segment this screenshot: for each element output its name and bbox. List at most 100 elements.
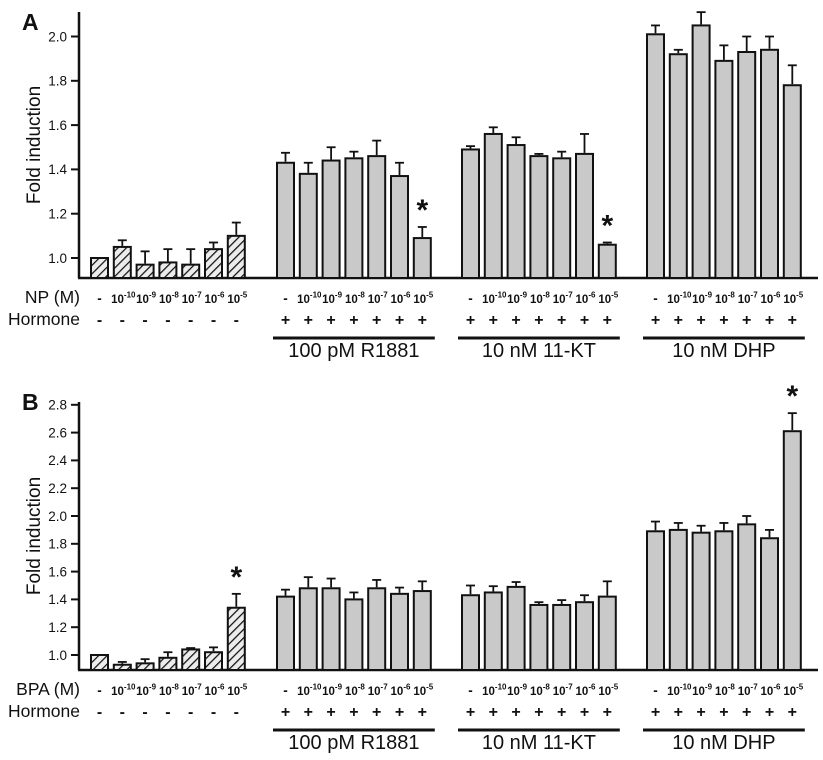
dose-label: - xyxy=(283,291,288,306)
hormone-sign: + xyxy=(719,704,728,721)
bar xyxy=(298,172,318,279)
bar xyxy=(714,530,734,671)
bar xyxy=(737,51,757,279)
bar xyxy=(483,591,503,671)
bar xyxy=(737,523,757,671)
dose-label: 10-7 xyxy=(738,683,758,699)
bar xyxy=(552,603,572,672)
hormone-sign: - xyxy=(142,704,147,721)
dose-label: 10-9 xyxy=(692,291,712,307)
dose-label: 10-10 xyxy=(667,291,692,307)
dose-label: - xyxy=(468,683,473,698)
bar xyxy=(597,243,617,280)
bar xyxy=(782,430,802,671)
hormone-sign: - xyxy=(142,312,147,329)
dose-label: 10-10 xyxy=(297,291,322,307)
hormone-sign: + xyxy=(742,704,751,721)
hormone-sign: + xyxy=(742,312,751,329)
y-tick-label: 1.6 xyxy=(48,564,67,579)
bar xyxy=(782,84,802,280)
hormone-sign: + xyxy=(466,704,475,721)
bar xyxy=(390,592,409,671)
bar xyxy=(344,157,364,279)
bar xyxy=(344,598,364,671)
dose-label: 10-10 xyxy=(482,291,507,307)
dose-label: 10-7 xyxy=(368,683,388,699)
hormone-sign: + xyxy=(281,704,290,721)
hormone-sign: + xyxy=(674,312,683,329)
bar xyxy=(298,587,318,671)
group-label: 10 nM DHP xyxy=(672,340,775,362)
hormone-sign: + xyxy=(372,704,381,721)
bar xyxy=(506,585,526,671)
bar xyxy=(112,663,132,672)
significance-asterisk: * xyxy=(230,561,242,594)
bar xyxy=(668,528,688,671)
bar xyxy=(461,148,480,279)
dose-label: 10-8 xyxy=(345,291,365,307)
bar xyxy=(691,24,711,279)
bar xyxy=(276,161,295,280)
hormone-sign: + xyxy=(489,704,498,721)
dose-label: 10-6 xyxy=(576,291,596,307)
hormone-sign: - xyxy=(165,312,170,329)
dose-label: 10-8 xyxy=(345,683,365,699)
hormone-sign: + xyxy=(580,704,589,721)
hormone-sign: + xyxy=(580,312,589,329)
group-label: 10 nM 11-KT xyxy=(482,732,596,754)
hormone-sign: + xyxy=(304,704,313,721)
hormone-sign: + xyxy=(788,312,797,329)
hormone-sign: + xyxy=(534,704,543,721)
hormone-sign: + xyxy=(466,312,475,329)
bar xyxy=(135,263,155,279)
dose-label: 10-5 xyxy=(783,683,803,699)
hormone-sign: + xyxy=(304,312,313,329)
y-tick-label: 1.2 xyxy=(48,207,67,222)
dose-label: - xyxy=(653,291,658,306)
bar xyxy=(597,595,617,671)
hormone-sign: + xyxy=(603,312,612,329)
bar xyxy=(646,530,665,671)
dose-label: 10-9 xyxy=(322,291,342,307)
hormone-sign: + xyxy=(719,312,728,329)
hormone-sign: + xyxy=(349,704,358,721)
significance-asterisk: * xyxy=(601,209,613,242)
bar xyxy=(158,656,178,671)
y-tick-label: 1.0 xyxy=(48,648,67,663)
y-tick-label: 1.6 xyxy=(48,118,67,133)
dose-label: 10-6 xyxy=(391,683,411,699)
dose-label: 10-8 xyxy=(715,683,735,699)
y-tick-label: 1.0 xyxy=(48,251,67,266)
bar xyxy=(135,662,155,671)
dose-label: 10-5 xyxy=(598,291,618,307)
hormone-sign: + xyxy=(534,312,543,329)
dose-row-label: BPA (M) xyxy=(16,679,80,699)
hormone-sign: + xyxy=(395,312,404,329)
bar xyxy=(646,33,665,279)
bar xyxy=(529,155,549,279)
bar xyxy=(714,59,734,279)
dose-label: 10-9 xyxy=(507,291,527,307)
dose-label: 10-8 xyxy=(530,291,550,307)
panel-letter: A xyxy=(22,9,39,35)
dose-label: 10-7 xyxy=(738,291,758,307)
hormone-sign: + xyxy=(765,704,774,721)
group-label: 100 pM R1881 xyxy=(288,340,419,362)
bar xyxy=(204,248,223,279)
dose-label: 10-7 xyxy=(182,291,202,307)
hormone-sign: - xyxy=(188,312,193,329)
hormone-sign: + xyxy=(651,312,660,329)
bar xyxy=(367,587,387,671)
group-label: 10 nM DHP xyxy=(672,732,775,754)
y-tick-label: 2.0 xyxy=(48,509,67,524)
dose-label: 10-6 xyxy=(761,683,781,699)
dose-label: 10-5 xyxy=(413,291,433,307)
dose-label: 10-10 xyxy=(111,291,136,307)
bar xyxy=(321,587,341,671)
hormone-sign: - xyxy=(234,312,239,329)
y-tick-label: 1.8 xyxy=(48,74,67,89)
dose-label: 10-5 xyxy=(413,683,433,699)
dose-label: 10-5 xyxy=(598,683,618,699)
hormone-sign: + xyxy=(395,704,404,721)
y-axis-title: Fold induction xyxy=(24,86,45,204)
